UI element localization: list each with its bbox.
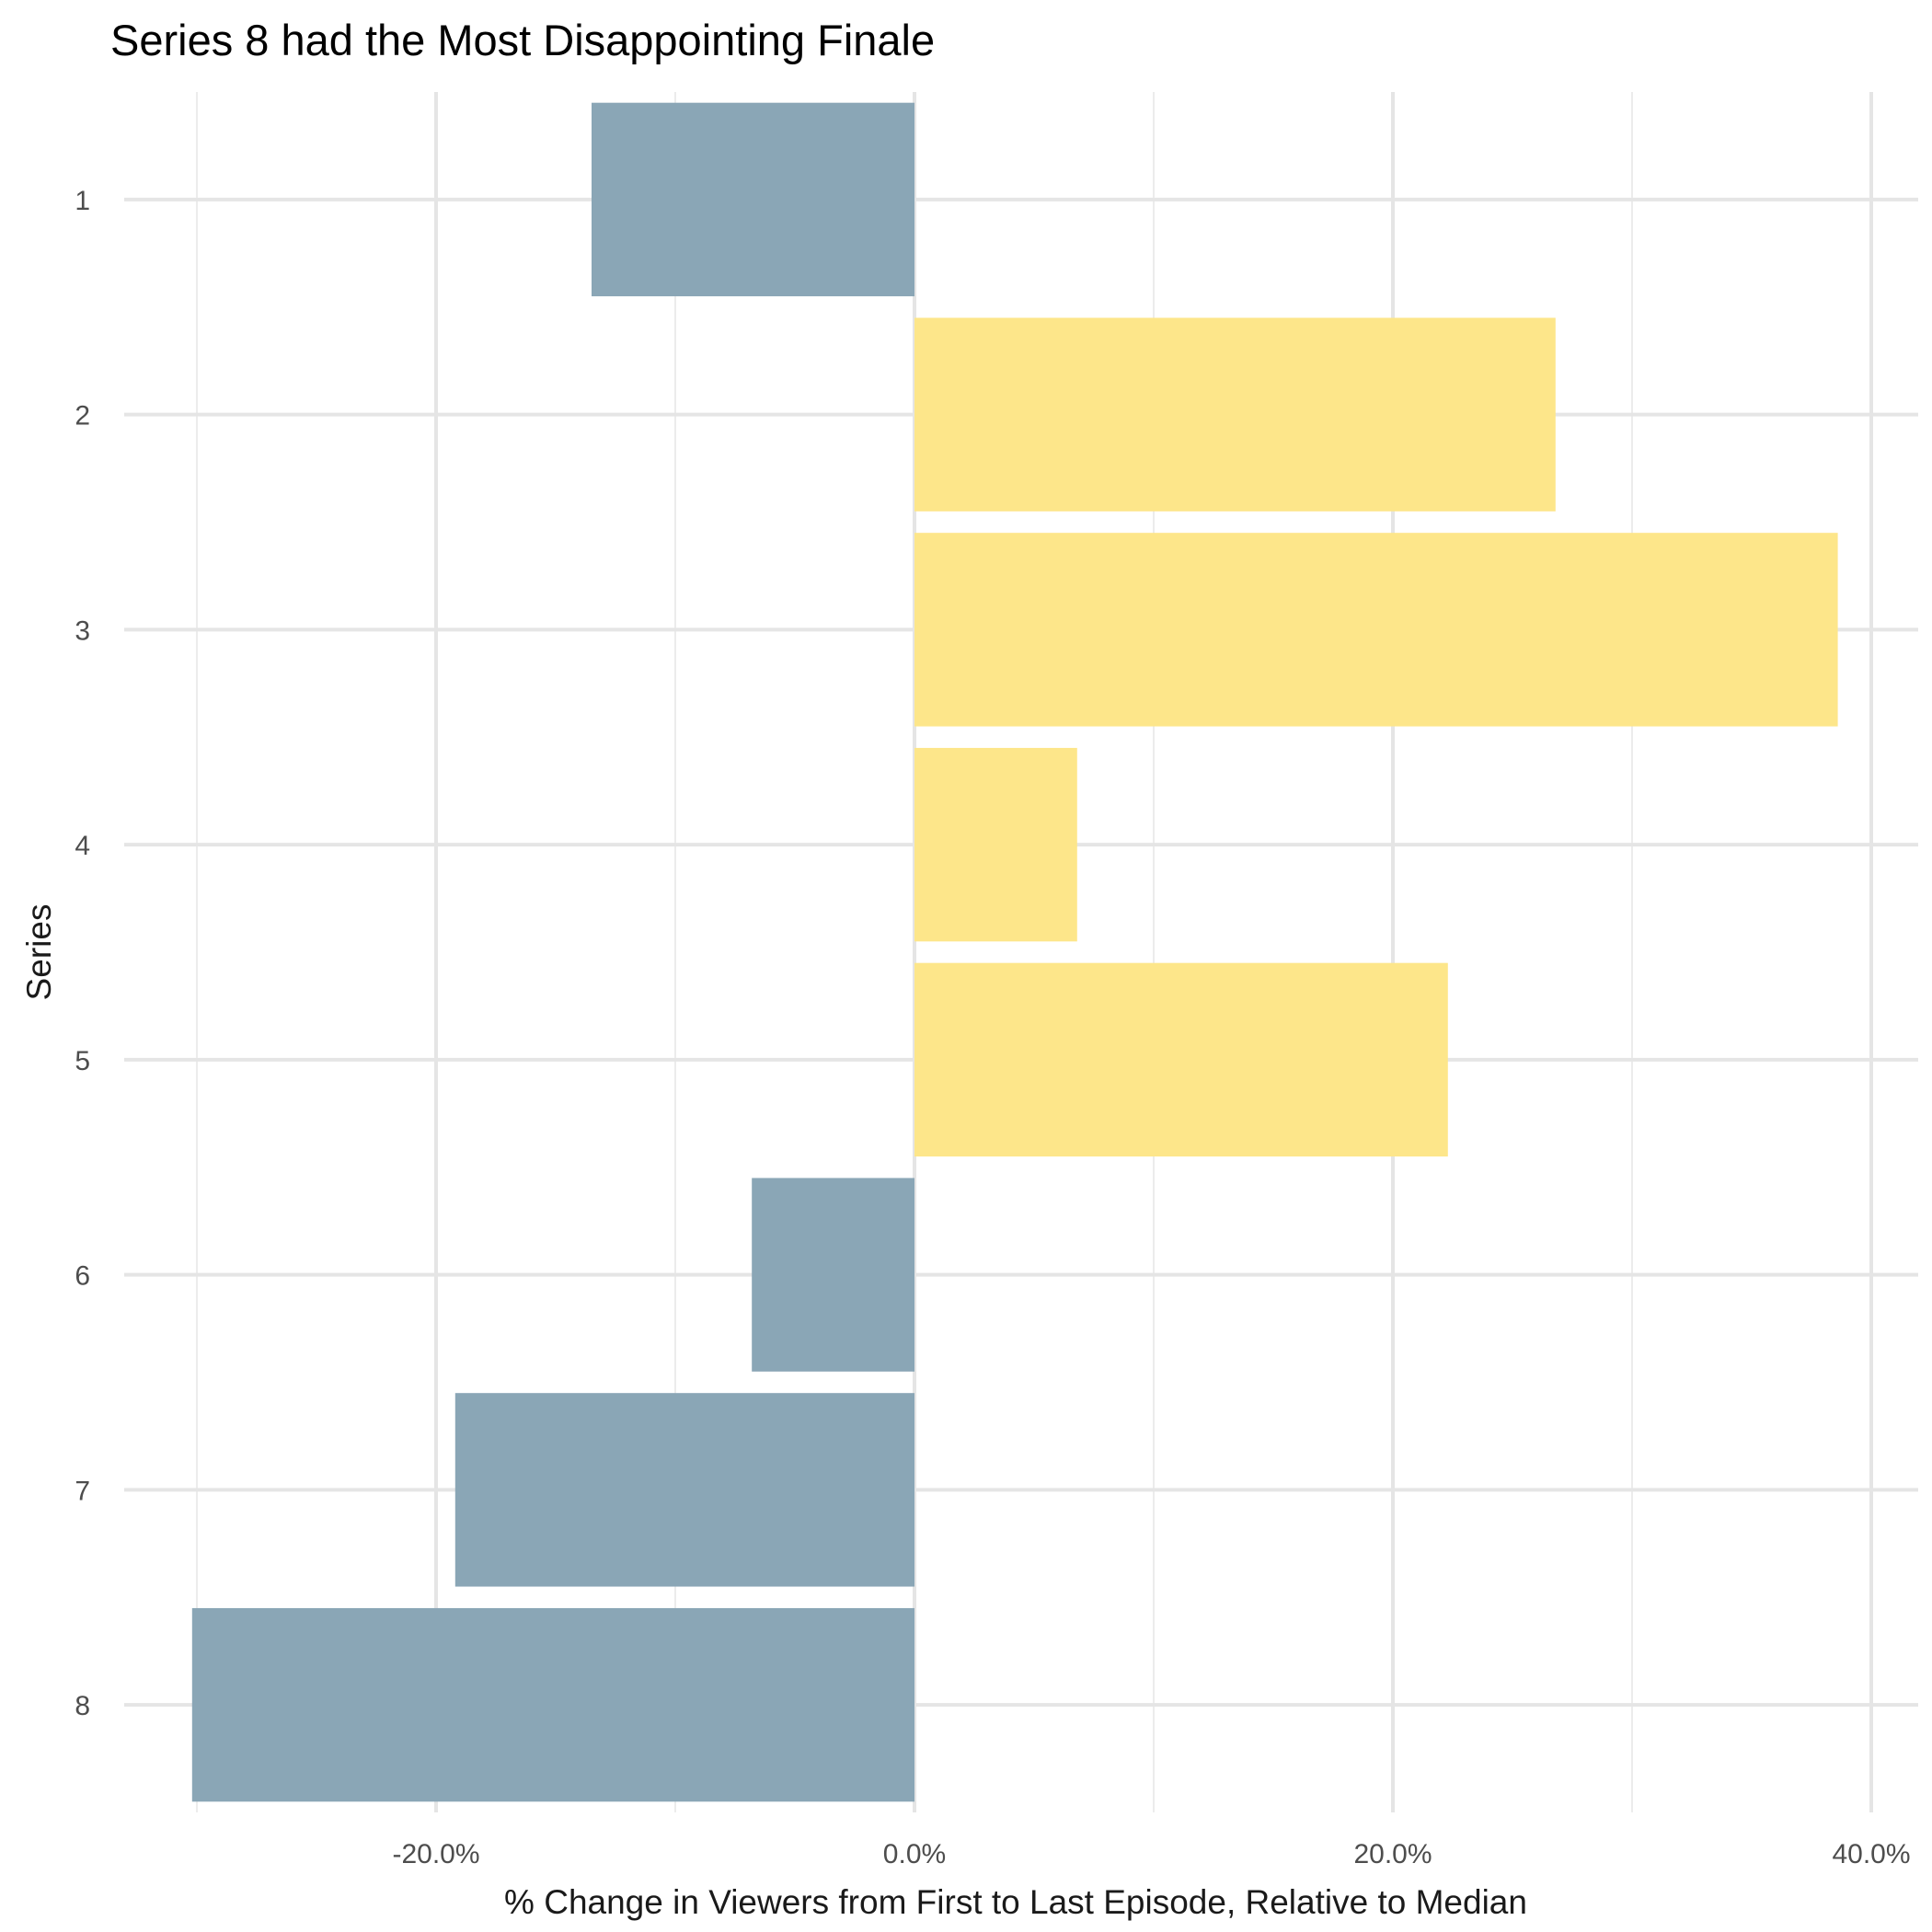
x-tick-label-1: 0.0%	[883, 1839, 946, 1869]
chart-title: Series 8 had the Most Disappointing Fina…	[110, 16, 935, 64]
y-tick-label-4: 4	[75, 831, 90, 861]
x-tick-label-3: 40.0%	[1832, 1839, 1910, 1869]
y-tick-labels: 1 2 3 4 5 6 7 8	[75, 186, 90, 1721]
bar-series-4	[914, 747, 1077, 942]
x-axis-title: % Change in Viewers from First to Last E…	[504, 1883, 1527, 1921]
y-tick-label-7: 7	[75, 1476, 90, 1506]
bar-series-3	[914, 533, 1838, 727]
y-tick-label-2: 2	[75, 401, 90, 431]
bars	[191, 102, 1838, 1802]
x-tick-label-0: -20.0%	[392, 1839, 479, 1869]
x-tick-label-2: 20.0%	[1353, 1839, 1432, 1869]
bar-series-2	[914, 317, 1556, 512]
y-tick-label-8: 8	[75, 1691, 90, 1721]
bar-series-8	[191, 1607, 915, 1802]
y-tick-label-3: 3	[75, 615, 90, 646]
bar-series-1	[592, 102, 914, 297]
bar-series-7	[454, 1393, 914, 1587]
x-tick-labels: -20.0% 0.0% 20.0% 40.0%	[392, 1839, 1910, 1869]
y-axis-title: Series	[20, 904, 58, 1001]
bar-series-6	[752, 1178, 914, 1372]
y-tick-label-6: 6	[75, 1261, 90, 1292]
y-tick-label-1: 1	[75, 186, 90, 216]
bar-series-5	[914, 962, 1448, 1157]
y-tick-label-5: 5	[75, 1046, 90, 1076]
